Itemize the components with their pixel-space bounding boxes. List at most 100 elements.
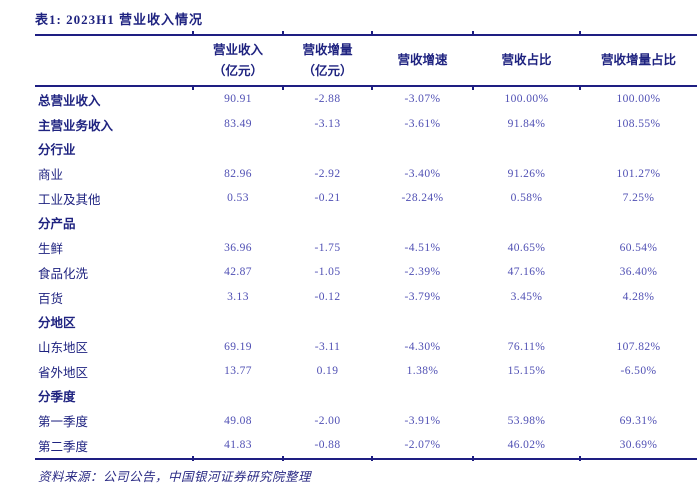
cell-value: -4.30% (404, 340, 441, 353)
row-label: 山东地区 (38, 341, 89, 356)
cell-value: 107.82% (616, 340, 661, 353)
cell-value: 13.77 (224, 365, 252, 378)
cell-value: 3.13 (227, 291, 249, 304)
row-label: 工业及其他 (38, 192, 101, 207)
row-label: 第二季度 (38, 439, 89, 454)
row-label: 商业 (38, 168, 64, 183)
cell-value: -6.50% (620, 365, 657, 378)
table-row: 省外地区 13.77 0.19 1.38% 15.15% -6.50% (35, 359, 697, 384)
column-header-label: 营收占比 (501, 53, 552, 67)
cell-value: -2.00 (314, 414, 341, 427)
section-row: 分产品 (35, 211, 697, 236)
section-row: 分季度 (35, 384, 697, 409)
cell-value: 47.16% (507, 266, 546, 279)
cell-value: 49.08 (224, 414, 252, 427)
cell-value: 0.19 (316, 365, 339, 378)
cell-value: 90.91 (224, 93, 252, 106)
column-header-share: 营收占比 (472, 31, 580, 90)
cell-value: 100.00% (616, 93, 661, 106)
cell-value: -0.12 (314, 291, 341, 304)
cell-value: -0.21 (314, 192, 341, 205)
cell-value: 46.02% (472, 439, 580, 462)
table-row: 商业 82.96 -2.92 -3.40% 91.26% 101.27% (35, 161, 697, 186)
table-row: 第二季度 41.83 -0.88 -2.07% 46.02% 30.69% (35, 433, 697, 462)
cell-value: -28.24% (401, 192, 444, 205)
cell-value: 3.45% (510, 291, 543, 304)
row-label: 百货 (38, 291, 64, 306)
cell-value: 82.96 (224, 167, 252, 180)
cell-value: 30.69% (579, 439, 697, 462)
table-row: 总营业收入 90.91 -2.88 -3.07% 100.00% 100.00% (35, 87, 697, 112)
section-label: 分季度 (38, 390, 76, 405)
cell-value: 76.11% (507, 340, 546, 353)
cell-value: -2.92 (314, 167, 341, 180)
table-header-row: 营业收入 （亿元） 营收增量 （亿元） 营收增速 营收占比 营收增量占比 (35, 31, 697, 90)
row-label: 食品化洗 (38, 266, 89, 281)
cell-value: -2.39% (404, 266, 441, 279)
cell-value: 60.54% (619, 241, 658, 254)
cell-value: 100.00% (504, 93, 549, 106)
cell-value: 91.26% (507, 167, 546, 180)
cell-value: -2.88 (314, 93, 341, 106)
section-label: 分地区 (38, 316, 76, 331)
cell-value: -3.11 (314, 340, 341, 353)
column-header-label: 营收增量占比 (600, 53, 676, 67)
cell-value: 42.87 (224, 266, 252, 279)
row-label: 省外地区 (38, 365, 89, 380)
cell-value: 15.15% (507, 365, 546, 378)
cell-value: 53.98% (507, 414, 546, 427)
cell-value: -3.91% (404, 414, 441, 427)
cell-value: 83.49 (224, 118, 252, 131)
table-title: 表1: 2023H1 营业收入情况 (35, 12, 203, 27)
table-body: 总营业收入 90.91 -2.88 -3.07% 100.00% 100.00%… (35, 87, 697, 462)
cell-value: -3.40% (404, 167, 441, 180)
cell-value: 41.83 (192, 439, 283, 462)
cell-value: 40.65% (507, 241, 546, 254)
row-label: 生鲜 (38, 242, 64, 257)
table-row: 生鲜 36.96 -1.75 -4.51% 40.65% 60.54% (35, 235, 697, 260)
table-row: 百货 3.13 -0.12 -3.79% 3.45% 4.28% (35, 285, 697, 310)
cell-value: -3.61% (404, 118, 441, 131)
cell-value: -2.07% (371, 439, 473, 462)
table-row: 工业及其他 0.53 -0.21 -28.24% 0.58% 7.25% (35, 186, 697, 211)
cell-value: 0.53 (227, 192, 249, 205)
table-row: 主营业务收入 83.49 -3.13 -3.61% 91.84% 108.55% (35, 112, 697, 137)
cell-value: -1.05 (314, 266, 341, 279)
column-header-label: 营业收入 (212, 42, 263, 57)
cell-value: -1.75 (314, 241, 341, 254)
cell-value: -3.07% (404, 93, 441, 106)
column-header-growth: 营收增速 (371, 31, 473, 90)
cell-value: 101.27% (616, 167, 661, 180)
column-header-blank (35, 36, 193, 85)
column-header-revenue: 营业收入 （亿元） (192, 31, 283, 90)
cell-value: 0.58% (510, 192, 543, 205)
table-row: 山东地区 69.19 -3.11 -4.30% 76.11% 107.82% (35, 334, 697, 359)
revenue-table: 营业收入 （亿元） 营收增量 （亿元） 营收增速 营收占比 营收增量占比 总营业… (35, 31, 697, 462)
column-header-increment-share: 营收增量占比 (579, 31, 697, 90)
cell-value: -3.13 (314, 118, 341, 131)
cell-value: 36.40% (619, 266, 658, 279)
column-header-unit: （亿元） (302, 63, 353, 78)
cell-value: 4.28% (622, 291, 655, 304)
section-row: 分行业 (35, 136, 697, 161)
table-row: 食品化洗 42.87 -1.05 -2.39% 47.16% 36.40% (35, 260, 697, 285)
cell-value: 108.55% (616, 118, 661, 131)
table-row: 第一季度 49.08 -2.00 -3.91% 53.98% 69.31% (35, 408, 697, 433)
cell-value: 7.25% (622, 192, 655, 205)
row-label: 总营业收入 (38, 93, 101, 108)
cell-value: -4.51% (404, 241, 441, 254)
section-label: 分行业 (38, 143, 76, 158)
row-label: 主营业务收入 (38, 118, 114, 133)
column-header-unit: （亿元） (212, 63, 263, 78)
cell-value: 91.84% (507, 118, 546, 131)
source-note: 资料来源：公司公告，中国银河证券研究院整理 (38, 470, 312, 484)
cell-value: -3.79% (404, 291, 441, 304)
column-header-increment: 营收增量 （亿元） (282, 31, 372, 90)
column-header-label: 营收增速 (397, 53, 448, 67)
section-label: 分产品 (38, 217, 76, 232)
column-header-label: 营收增量 (302, 42, 353, 57)
row-label: 第一季度 (38, 415, 89, 430)
cell-value: 1.38% (406, 365, 439, 378)
cell-value: 36.96 (224, 241, 252, 254)
